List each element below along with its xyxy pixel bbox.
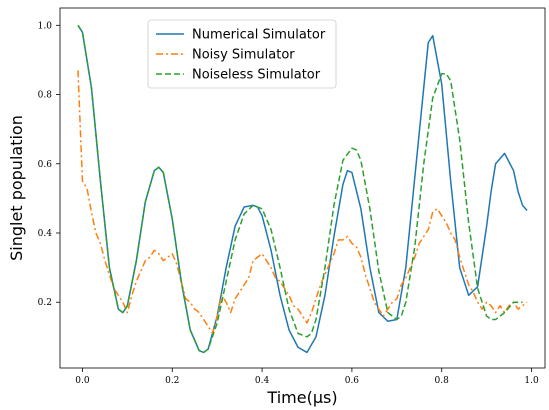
x-tick-label: 0.4 (255, 376, 270, 386)
y-tick-label: 0.6 (38, 160, 53, 170)
x-tick-label: 0.8 (435, 376, 450, 386)
y-tick-label: 1.0 (38, 21, 53, 31)
series-lines (77, 24, 528, 354)
x-tick-label: 1.0 (524, 376, 539, 386)
x-axis-ticks: 0.0 0.2 0.4 0.6 0.8 1.0 (75, 368, 539, 386)
y-axis-ticks: 0.2 0.4 0.6 0.8 1.0 (38, 21, 60, 308)
legend-box (147, 19, 337, 89)
y-tick-label: 0.4 (38, 229, 53, 239)
series-line-2 (77, 70, 528, 335)
legend-label-1: Numerical Simulator (192, 28, 326, 43)
y-tick-label: 0.2 (38, 298, 52, 308)
plot-frame (59, 7, 546, 369)
x-tick-label: 0.0 (75, 376, 90, 386)
y-axis-label: Singlet population (7, 115, 26, 261)
legend-label-2: Noisy Simulator (192, 48, 295, 63)
series-line-3 (77, 24, 523, 354)
x-axis-label: Time(μs) (266, 388, 337, 407)
y-tick-label: 0.8 (38, 91, 53, 101)
legend-label-3: Noiseless Simulator (192, 68, 321, 83)
x-tick-label: 0.2 (165, 376, 179, 386)
legend: Numerical Simulator Noisy Simulator Noisel… (147, 19, 337, 89)
x-tick-label: 0.6 (345, 376, 360, 386)
